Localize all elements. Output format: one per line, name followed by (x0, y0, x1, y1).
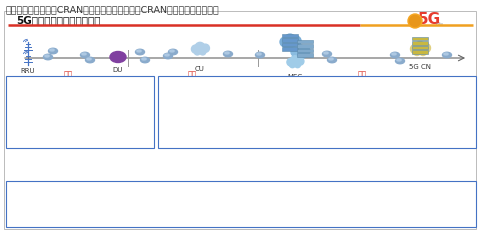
Ellipse shape (82, 53, 86, 55)
FancyBboxPatch shape (412, 42, 428, 45)
Ellipse shape (135, 49, 144, 55)
Circle shape (200, 49, 206, 55)
Circle shape (420, 49, 427, 55)
Text: 5G承载技术方案及产业研究: 5G承载技术方案及产业研究 (16, 15, 100, 25)
Ellipse shape (397, 59, 401, 61)
Ellipse shape (87, 58, 91, 60)
Text: info: info (435, 22, 443, 26)
FancyBboxPatch shape (4, 11, 476, 229)
Circle shape (284, 34, 296, 46)
Circle shape (301, 47, 310, 55)
FancyBboxPatch shape (158, 76, 476, 148)
Circle shape (410, 44, 420, 53)
Ellipse shape (164, 53, 172, 59)
FancyBboxPatch shape (412, 46, 428, 50)
Text: 信: 信 (414, 20, 416, 24)
Text: RRU: RRU (21, 68, 36, 74)
Ellipse shape (323, 51, 332, 57)
Ellipse shape (137, 50, 141, 52)
Text: ● 25G 6/12波
  LWDM/MWDM
● 25G 6波CWDM
● 10G 6/12波CWDM
25G与10G混合组网: ● 25G 6/12波 LWDM/MWDM ● 25G 6波CWDM ● 10G… (10, 80, 70, 117)
Text: 中传: 中传 (187, 70, 197, 79)
Ellipse shape (44, 54, 52, 60)
FancyBboxPatch shape (412, 37, 428, 41)
Ellipse shape (50, 49, 54, 51)
Circle shape (289, 41, 297, 49)
Circle shape (294, 52, 300, 58)
Text: CU: CU (195, 66, 205, 72)
Circle shape (415, 42, 425, 52)
Ellipse shape (329, 58, 333, 60)
Ellipse shape (45, 55, 49, 57)
Ellipse shape (392, 53, 396, 55)
Circle shape (192, 45, 200, 53)
Ellipse shape (443, 52, 452, 58)
FancyBboxPatch shape (297, 53, 313, 57)
Circle shape (300, 52, 306, 58)
FancyBboxPatch shape (297, 40, 313, 43)
Ellipse shape (255, 52, 264, 58)
FancyBboxPatch shape (6, 76, 154, 148)
Circle shape (409, 16, 420, 26)
Ellipse shape (168, 49, 178, 55)
FancyBboxPatch shape (412, 51, 428, 54)
Ellipse shape (396, 58, 405, 64)
Circle shape (291, 36, 301, 46)
Circle shape (287, 58, 295, 66)
Circle shape (201, 44, 209, 52)
Ellipse shape (327, 57, 336, 63)
Ellipse shape (324, 52, 328, 54)
Ellipse shape (391, 52, 399, 58)
FancyBboxPatch shape (282, 38, 298, 42)
Ellipse shape (257, 53, 261, 55)
FancyBboxPatch shape (282, 43, 298, 46)
Ellipse shape (85, 57, 95, 63)
Ellipse shape (224, 51, 232, 57)
Text: 5G CN: 5G CN (409, 64, 431, 70)
Circle shape (421, 43, 431, 52)
Ellipse shape (142, 58, 146, 60)
Text: 5G: 5G (418, 12, 441, 27)
Circle shape (194, 49, 201, 55)
Ellipse shape (165, 54, 169, 56)
FancyBboxPatch shape (6, 181, 476, 227)
Text: DU: DU (113, 67, 123, 73)
FancyBboxPatch shape (282, 47, 298, 51)
Text: MEC: MEC (288, 74, 302, 80)
Circle shape (295, 45, 305, 55)
Text: 电: 电 (413, 17, 417, 22)
Circle shape (289, 62, 295, 68)
Text: ● 汇聚、核心层：N*100GE至400GE；
  ✓ 100G 低成本粗干要求 80km及以上（核心：40/80波DWDM）
  ✓ 400GE 10km/4: ● 汇聚、核心层：N*100GE至400GE； ✓ 100G 低成本粗干要求 8… (162, 80, 312, 125)
Text: 前传: 前传 (63, 70, 72, 79)
Text: ● 10G/25G：SFP+与SFP28兼容
● 100G：QSFP28等高密度、低功耗封装
● 低成本、互联互通: ● 10G/25G：SFP+与SFP28兼容 ● 100G：QSFP28等高密度… (10, 184, 97, 206)
Circle shape (291, 48, 300, 56)
FancyBboxPatch shape (282, 34, 298, 37)
Ellipse shape (48, 48, 58, 54)
Ellipse shape (444, 53, 448, 55)
Circle shape (408, 14, 422, 28)
Circle shape (290, 56, 300, 65)
Ellipse shape (110, 52, 126, 62)
FancyBboxPatch shape (297, 44, 313, 48)
Circle shape (283, 41, 290, 49)
Ellipse shape (225, 52, 229, 54)
Ellipse shape (141, 57, 149, 63)
Circle shape (295, 62, 300, 68)
Text: 回传: 回传 (358, 70, 367, 79)
Circle shape (296, 58, 304, 65)
Ellipse shape (81, 52, 89, 58)
Circle shape (195, 42, 205, 52)
Circle shape (413, 49, 420, 55)
FancyBboxPatch shape (297, 49, 313, 52)
Text: 共建共享的模式下，CRAN将成为主要应用场景。CRAN具备以下几种优势：: 共建共享的模式下，CRAN将成为主要应用场景。CRAN具备以下几种优势： (6, 5, 220, 14)
Ellipse shape (170, 50, 174, 52)
Circle shape (280, 37, 289, 47)
